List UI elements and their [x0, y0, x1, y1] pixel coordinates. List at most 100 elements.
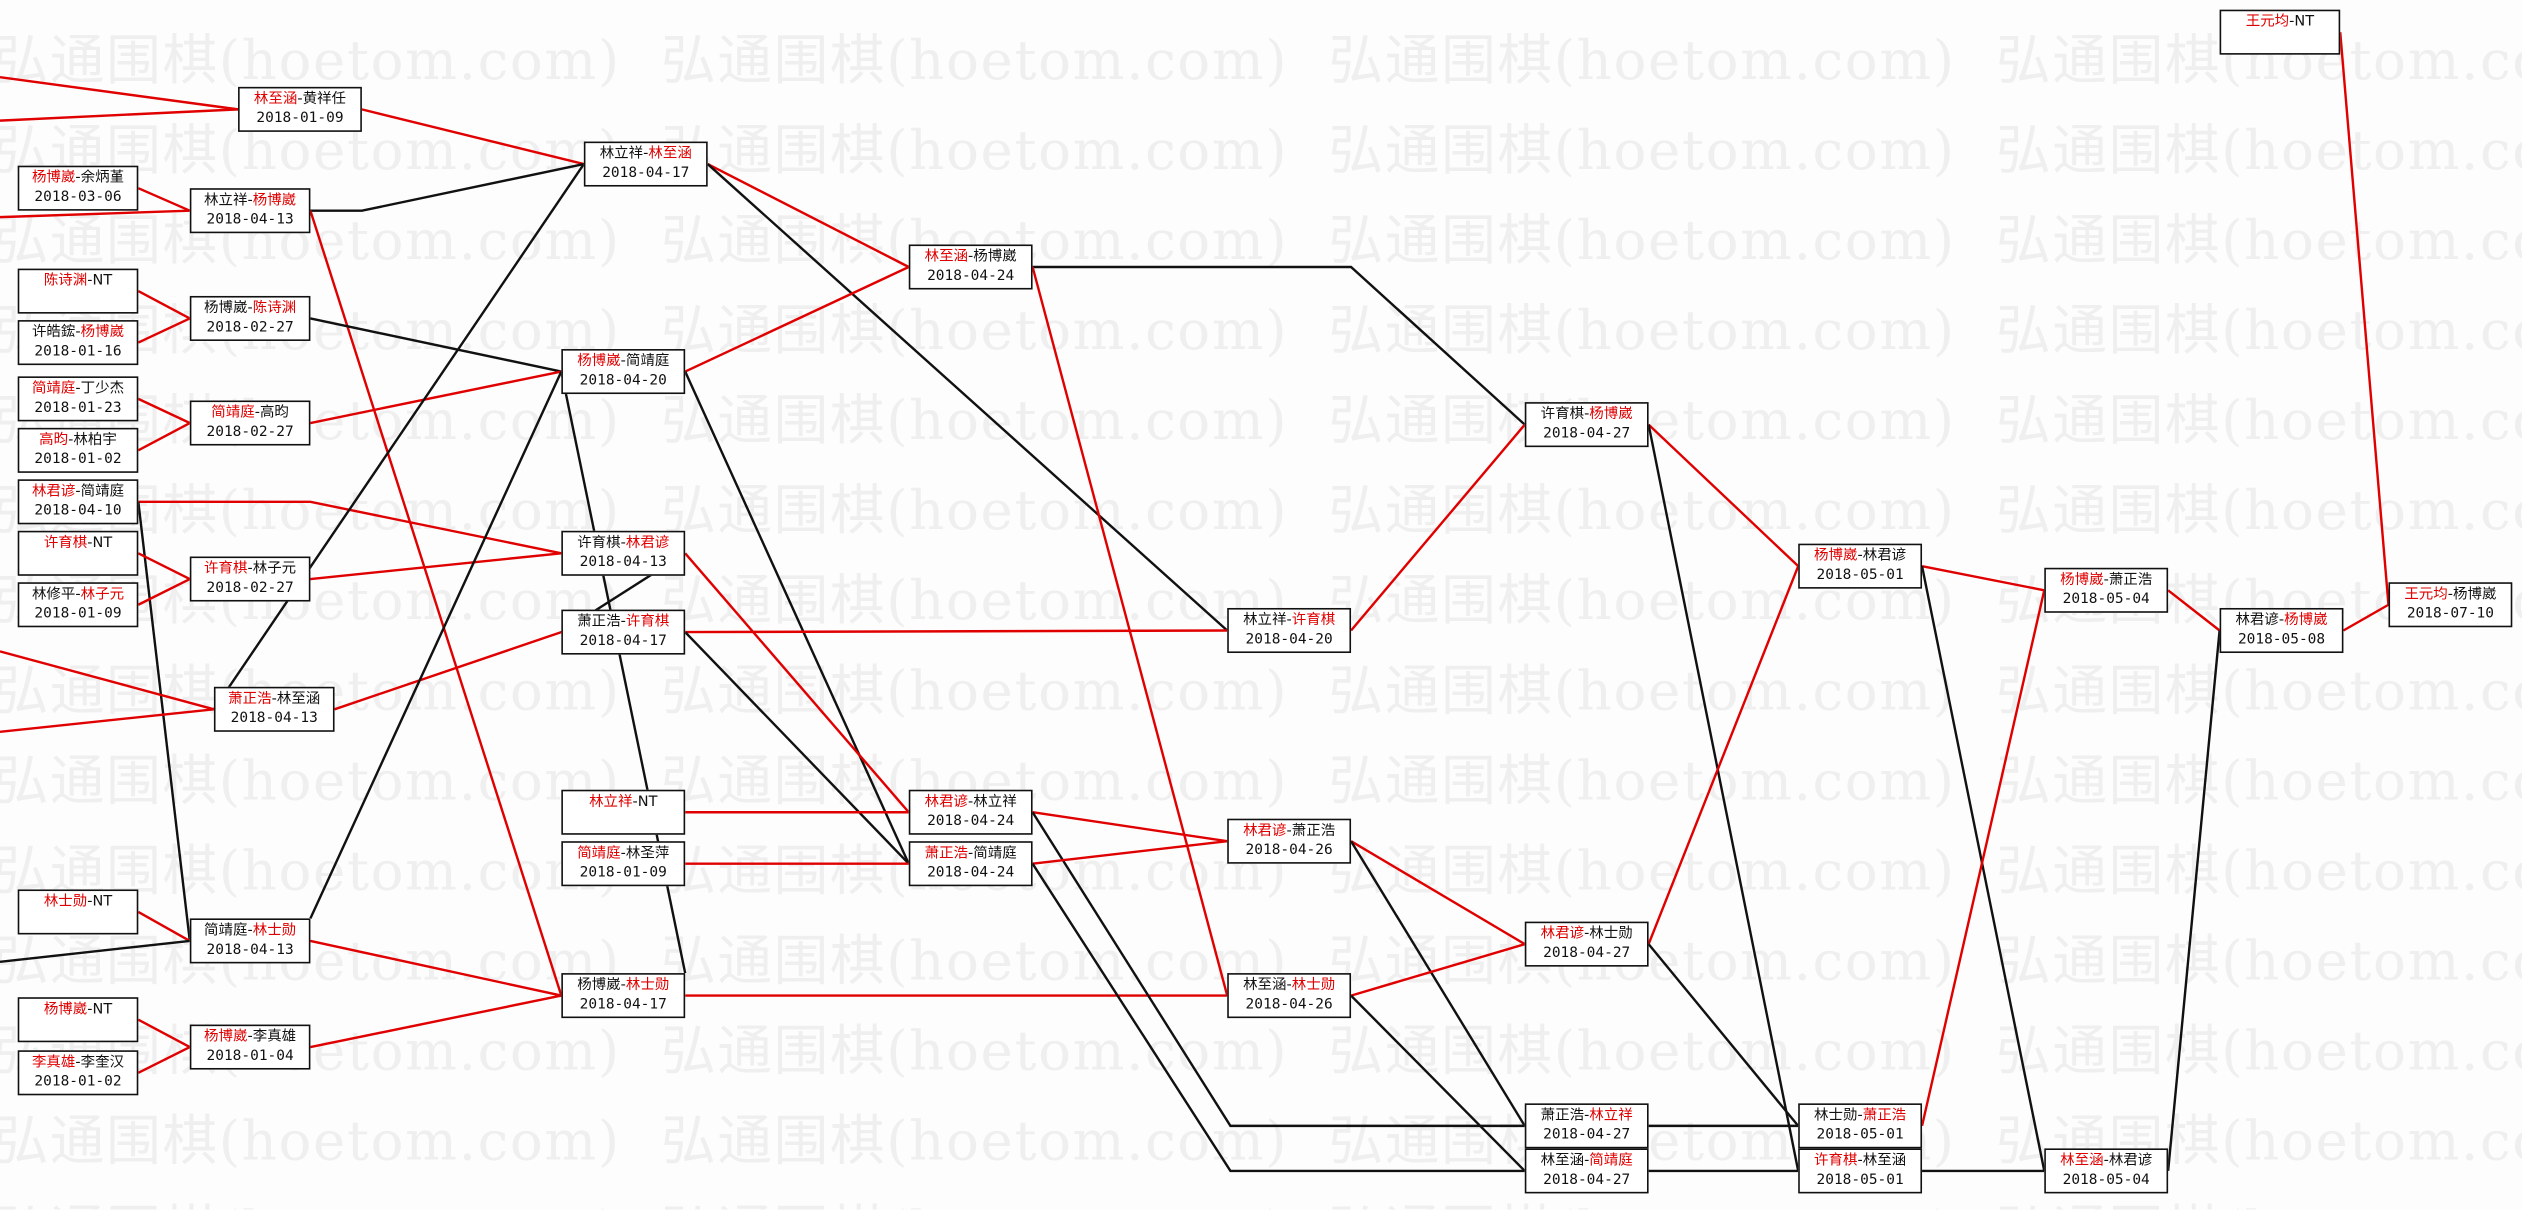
player-1: 杨博崴: [1814, 548, 1858, 565]
watermark-text: 弘通围棋(hoetom.com): [661, 28, 1289, 94]
player-1: 简靖庭: [204, 923, 248, 940]
match-date: 2018-04-17: [579, 997, 667, 1014]
match-box[interactable]: 杨博崴-陈诗渊 2018-02-27: [189, 295, 311, 341]
bracket-connector: [138, 500, 562, 555]
separator: -: [2103, 572, 2109, 589]
match-box[interactable]: 林君谚-萧正浩 2018-04-26: [1227, 818, 1352, 864]
match-box[interactable]: 王元均-NT: [2219, 9, 2341, 55]
match-box[interactable]: 萧正浩-简靖庭 2018-04-24: [908, 841, 1033, 887]
match-box[interactable]: 林至涵-简靖庭 2018-04-27: [1524, 1148, 1649, 1194]
match-box[interactable]: 林修平-林子元 2018-01-09: [17, 582, 139, 628]
match-box[interactable]: 林立祥-NT: [561, 789, 686, 835]
watermark-text: 弘通围棋(hoetom.com): [1996, 749, 2522, 814]
match-box[interactable]: 简靖庭-林圣萍 2018-01-09: [561, 841, 686, 887]
match-date: 2018-04-26: [1245, 842, 1333, 859]
match-box[interactable]: 林立祥-杨博崴 2018-04-13: [189, 188, 311, 234]
bracket-connector: [2167, 589, 2221, 632]
player-1: 林士勋: [43, 894, 88, 911]
bracket-connector: [1920, 590, 2046, 1127]
match-box[interactable]: 萧正浩-许育棋 2018-04-17: [561, 609, 686, 655]
watermark-text: 弘通围棋(hoetom.com): [0, 28, 621, 94]
match-date: 2018-04-24: [927, 865, 1015, 882]
separator: -: [620, 614, 626, 631]
match-box[interactable]: 许育棋-NT: [17, 530, 139, 576]
separator: -: [75, 484, 81, 501]
watermark-text: 弘通围棋(hoetom.com): [1996, 209, 2522, 274]
match-box[interactable]: 林君谚-林士勋 2018-04-27: [1524, 921, 1649, 967]
match-box[interactable]: 许育棋-林至涵 2018-05-01: [1798, 1148, 1923, 1194]
bracket-connector: [1647, 943, 1800, 1127]
match-date: 2018-03-06: [34, 189, 122, 206]
offscreen-connector: [0, 939, 190, 964]
match-date: 2018-04-26: [1245, 997, 1333, 1014]
separator: -: [1286, 823, 1292, 840]
bracket-connector: [2339, 32, 2390, 605]
match-box[interactable]: 许育棋-杨博崴 2018-04-27: [1524, 402, 1649, 448]
match-box[interactable]: 杨博崴-李真雄 2018-01-04: [189, 1024, 311, 1070]
player-1: 林修平: [31, 587, 76, 604]
match-box[interactable]: 杨博崴-NT: [17, 997, 139, 1043]
separator: -: [620, 977, 626, 994]
offscreen-connector: [0, 209, 190, 219]
match-box[interactable]: 许育棋-林子元 2018-02-27: [189, 556, 311, 602]
match-date: 2018-04-27: [1543, 1127, 1631, 1144]
match-box[interactable]: 简靖庭-高昀 2018-02-27: [189, 400, 311, 446]
match-box[interactable]: 林君谚-简靖庭 2018-04-10: [17, 479, 139, 525]
bracket-connector: [137, 552, 191, 581]
match-box[interactable]: 林至涵-林士勋 2018-04-26: [1227, 973, 1352, 1019]
player-1: 杨博崴: [43, 1002, 88, 1019]
match-box[interactable]: 杨博崴-林士勋 2018-04-17: [561, 973, 686, 1019]
player-1: 林至涵: [1540, 1153, 1585, 1170]
match-box[interactable]: 许皓鋐-杨博崴 2018-01-16: [17, 320, 139, 366]
match-box[interactable]: 林君谚-杨博崴 2018-05-08: [2219, 607, 2344, 654]
match-box[interactable]: 林君谚-林立祥 2018-04-24: [908, 789, 1033, 835]
player-1: 杨博崴: [577, 977, 621, 994]
match-box[interactable]: 林立祥-林至涵 2018-04-17: [583, 141, 708, 187]
match-players: 高昀-林柏宇: [19, 431, 136, 450]
match-players: 杨博崴-NT: [19, 1000, 136, 1019]
match-box[interactable]: 林至涵-杨博崴 2018-04-24: [908, 244, 1033, 290]
match-date: 2018-04-17: [602, 165, 690, 182]
player-1: 萧正浩: [924, 846, 969, 863]
match-players: 萧正浩-许育棋: [563, 613, 684, 632]
bracket-connector: [310, 994, 562, 1049]
match-box[interactable]: 王元均-杨博崴 2018-07-10: [2388, 582, 2513, 628]
match-box[interactable]: 林士勋-萧正浩 2018-05-01: [1798, 1103, 1923, 1149]
separator: -: [87, 535, 93, 552]
match-box[interactable]: 简靖庭-林士勋 2018-04-13: [189, 918, 311, 964]
match-players: 杨博崴-简靖庭: [563, 352, 684, 371]
separator: -: [297, 91, 303, 108]
watermark-text: 弘通围棋(hoetom.com): [661, 929, 1289, 994]
watermark-text: 弘通围棋(hoetom.com): [1996, 1187, 2522, 1210]
separator: -: [2289, 14, 2295, 31]
match-box[interactable]: 简靖庭-丁少杰 2018-01-23: [17, 376, 139, 422]
player-2: 林至涵: [1862, 1153, 1907, 1170]
match-box[interactable]: 高昀-林柏宇 2018-01-02: [17, 427, 139, 473]
match-box[interactable]: 萧正浩-林立祥 2018-04-27: [1524, 1103, 1649, 1149]
match-box[interactable]: 林士勋-NT: [17, 889, 139, 935]
match-players: 杨博崴-林君谚: [1800, 547, 1921, 566]
bracket-connector: [1647, 565, 1800, 945]
match-players: 林至涵-杨博崴: [910, 248, 1031, 267]
bracket-connector: [137, 421, 191, 452]
match-box[interactable]: 林立祥-许育棋 2018-04-20: [1227, 607, 1352, 654]
player-2: 林士勋: [1291, 977, 1336, 994]
match-box[interactable]: 杨博崴-余炳堇 2018-03-06: [17, 165, 139, 211]
match-players: 简靖庭-林圣萍: [563, 844, 684, 863]
match-box[interactable]: 萧正浩-林至涵 2018-04-13: [213, 686, 335, 732]
player-1: 林至涵: [2060, 1153, 2104, 1170]
watermark-text: 弘通围棋(hoetom.com): [0, 1109, 621, 1175]
match-box[interactable]: 杨博崴-萧正浩 2018-05-04: [2044, 567, 2169, 613]
match-box[interactable]: 林至涵-黄祥任 2018-01-09: [238, 86, 362, 132]
match-box[interactable]: 李真雄-李奎汉 2018-01-02: [17, 1050, 139, 1096]
match-date: 2018-04-13: [579, 554, 667, 571]
match-box[interactable]: 许育棋-林君谚 2018-04-13: [561, 530, 686, 576]
match-box[interactable]: 杨博崴-林君谚 2018-05-01: [1798, 543, 1923, 589]
separator: -: [1857, 1108, 1863, 1125]
player-1: 许育棋: [43, 535, 88, 552]
match-box[interactable]: 杨博崴-简靖庭 2018-04-20: [561, 349, 686, 395]
match-box[interactable]: 陈诗渊-NT: [17, 268, 139, 314]
separator: -: [87, 894, 93, 911]
match-box[interactable]: 林至涵-林君谚 2018-05-04: [2044, 1148, 2169, 1194]
match-players: 许皓鋐-杨博崴: [19, 323, 136, 342]
